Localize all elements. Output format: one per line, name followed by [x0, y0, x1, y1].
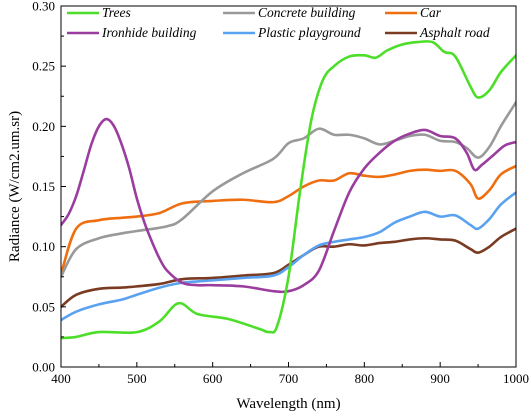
y-tick-label: 0.10 — [32, 239, 55, 254]
x-tick-label: 800 — [355, 371, 375, 386]
series-line-car — [61, 164, 516, 276]
y-axis-title: Radiance (W/cm2.um.sr) — [7, 111, 23, 262]
legend-label: Plastic playground — [257, 25, 361, 40]
x-axis-title: Wavelength (nm) — [236, 396, 340, 412]
series-line-concrete-building — [61, 100, 516, 279]
y-tick-label: 0.15 — [32, 179, 55, 194]
legend: Trees Concrete building Car Ironhide buildi… — [67, 5, 490, 40]
series-line-plastic-playground — [61, 191, 516, 322]
legend-label: Concrete building — [258, 5, 356, 20]
y-tick-label: 0.20 — [32, 119, 55, 134]
series-line-ironhide-building — [61, 117, 516, 294]
plot-lines — [61, 39, 516, 340]
x-tick-label: 900 — [430, 371, 450, 386]
plot-frame — [60, 5, 517, 368]
x-tick-label: 400 — [51, 371, 71, 386]
y-tick-label: 0.25 — [32, 59, 55, 74]
y-tick-label: 0.05 — [32, 299, 55, 314]
y-tick-label: 0.30 — [32, 0, 55, 14]
x-tick-label: 1000 — [503, 371, 529, 386]
series-line-asphalt-road — [61, 227, 516, 309]
legend-label: Asphalt road — [419, 25, 490, 40]
legend-label: Ironhide building — [101, 25, 197, 40]
series-line-trees — [61, 39, 516, 340]
y-tick-label: 0.00 — [32, 360, 55, 375]
axis-ticks: 400 500 600 700 800 900 1000 0.00 0.05 0.10 0.15 0.… — [32, 0, 529, 386]
x-tick-label: 600 — [203, 371, 223, 386]
x-tick-label: 700 — [279, 371, 299, 386]
legend-label: Trees — [102, 5, 131, 20]
legend-label: Car — [420, 5, 442, 20]
x-tick-label: 500 — [127, 371, 147, 386]
